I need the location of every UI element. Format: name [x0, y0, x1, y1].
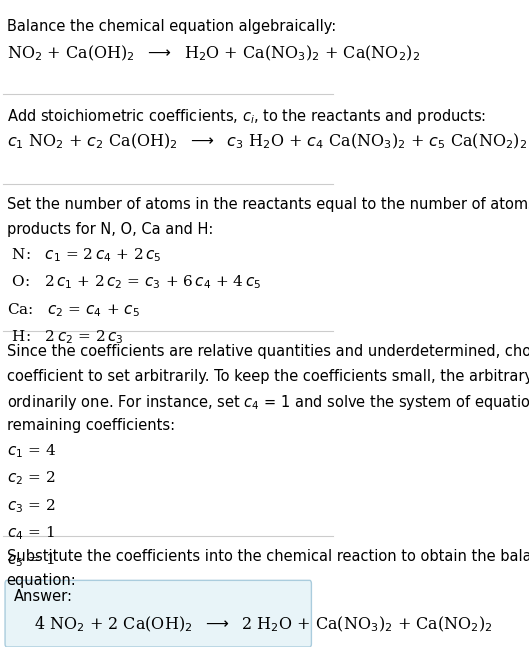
Text: $c_3$ = 2: $c_3$ = 2 — [7, 497, 55, 514]
FancyBboxPatch shape — [5, 580, 312, 647]
Text: $c_1$ = 4: $c_1$ = 4 — [7, 443, 56, 460]
Text: Add stoichiometric coefficients, $c_i$, to the reactants and products:: Add stoichiometric coefficients, $c_i$, … — [7, 107, 486, 126]
Text: N:   $c_1$ = 2$\,c_4$ + 2$\,c_5$: N: $c_1$ = 2$\,c_4$ + 2$\,c_5$ — [7, 247, 161, 264]
Text: NO$_2$ + Ca(OH)$_2$  $\longrightarrow$  H$_2$O + Ca(NO$_3$)$_2$ + Ca(NO$_2$)$_2$: NO$_2$ + Ca(OH)$_2$ $\longrightarrow$ H$… — [7, 44, 420, 63]
Text: Since the coefficients are relative quantities and underdetermined, choose a: Since the coefficients are relative quan… — [7, 344, 529, 359]
Text: Ca:   $c_2$ = $c_4$ + $c_5$: Ca: $c_2$ = $c_4$ + $c_5$ — [7, 301, 140, 318]
Text: H:   2$\,c_2$ = 2$\,c_3$: H: 2$\,c_2$ = 2$\,c_3$ — [7, 328, 123, 345]
Text: Substitute the coefficients into the chemical reaction to obtain the balanced: Substitute the coefficients into the che… — [7, 549, 529, 564]
Text: coefficient to set arbitrarily. To keep the coefficients small, the arbitrary va: coefficient to set arbitrarily. To keep … — [7, 369, 529, 384]
Text: Answer:: Answer: — [13, 589, 72, 604]
Text: 4 NO$_2$ + 2 Ca(OH)$_2$  $\longrightarrow$  2 H$_2$O + Ca(NO$_3$)$_2$ + Ca(NO$_2: 4 NO$_2$ + 2 Ca(OH)$_2$ $\longrightarrow… — [34, 615, 492, 634]
Text: $c_4$ = 1: $c_4$ = 1 — [7, 524, 54, 542]
Text: $c_2$ = 2: $c_2$ = 2 — [7, 470, 55, 487]
Text: Balance the chemical equation algebraically:: Balance the chemical equation algebraica… — [7, 19, 336, 34]
Text: remaining coefficients:: remaining coefficients: — [7, 418, 175, 433]
Text: ordinarily one. For instance, set $c_4$ = 1 and solve the system of equations fo: ordinarily one. For instance, set $c_4$ … — [7, 393, 529, 412]
Text: equation:: equation: — [7, 573, 77, 588]
Text: products for N, O, Ca and H:: products for N, O, Ca and H: — [7, 222, 213, 237]
Text: $c_1$ NO$_2$ + $c_2$ Ca(OH)$_2$  $\longrightarrow$  $c_3$ H$_2$O + $c_4$ Ca(NO$_: $c_1$ NO$_2$ + $c_2$ Ca(OH)$_2$ $\longri… — [7, 131, 527, 151]
Text: O:   2$\,c_1$ + 2$\,c_2$ = $c_3$ + 6$\,c_4$ + 4$\,c_5$: O: 2$\,c_1$ + 2$\,c_2$ = $c_3$ + 6$\,c_4… — [7, 274, 261, 291]
Text: Set the number of atoms in the reactants equal to the number of atoms in the: Set the number of atoms in the reactants… — [7, 197, 529, 212]
Text: $c_5$ = 1: $c_5$ = 1 — [7, 551, 54, 569]
